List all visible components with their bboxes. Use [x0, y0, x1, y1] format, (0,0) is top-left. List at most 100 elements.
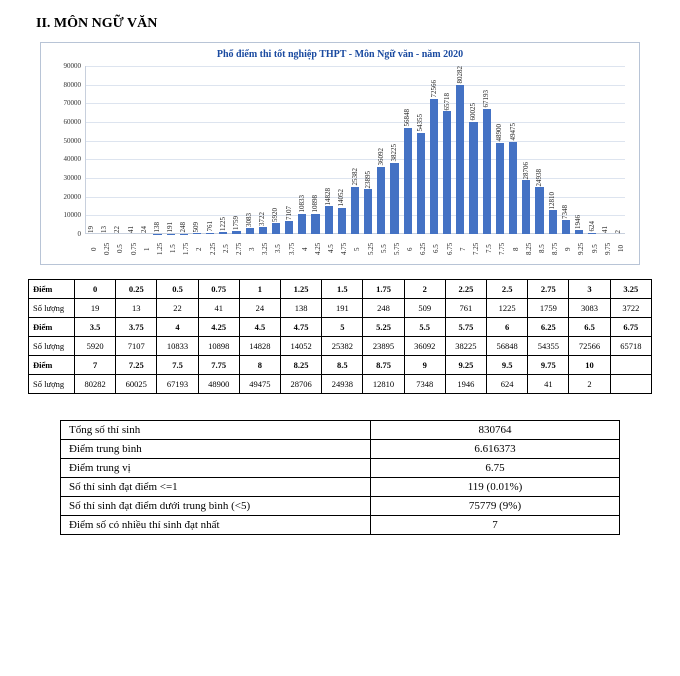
y-tick: 90000 — [47, 62, 81, 70]
x-tick: 0.25 — [98, 236, 111, 262]
score-cell: 5 — [322, 318, 363, 337]
count-cell: 19 — [75, 299, 116, 318]
x-tick: 0.75 — [125, 236, 138, 262]
x-tick: 3.25 — [256, 236, 269, 262]
chart-xticks: 00.250.50.7511.251.51.7522.252.52.7533.2… — [85, 236, 625, 262]
score-cell — [610, 356, 651, 375]
bar-value-label: 67193 — [483, 90, 490, 108]
bar — [206, 233, 214, 234]
x-tick: 5.75 — [388, 236, 401, 262]
x-tick: 1.5 — [164, 236, 177, 262]
summary-table: Tổng số thí sinh830764Điểm trung bình6.6… — [60, 420, 620, 535]
chart-bars: 1913224124138191248509761122517593083372… — [85, 66, 625, 234]
bar-value-label: 49475 — [510, 123, 517, 141]
count-cell: 1759 — [528, 299, 569, 318]
score-cell: 1.5 — [322, 280, 363, 299]
x-tick: 7.75 — [493, 236, 506, 262]
count-cell: 48900 — [198, 375, 239, 394]
bar — [246, 228, 254, 234]
bar-value-label: 41 — [128, 226, 135, 233]
bar-value-label: 2 — [615, 230, 622, 234]
x-tick: 1.25 — [151, 236, 164, 262]
row-label-score: Điểm — [29, 280, 75, 299]
score-cell: 2.25 — [445, 280, 486, 299]
x-tick: 3.5 — [269, 236, 282, 262]
score-cell: 7.25 — [116, 356, 157, 375]
bar — [193, 233, 201, 234]
bar — [311, 214, 319, 234]
bar-value-label: 65718 — [444, 93, 451, 111]
score-cell: 4.75 — [281, 318, 322, 337]
x-tick: 4.75 — [335, 236, 348, 262]
score-cell: 2.5 — [487, 280, 528, 299]
bar-value-label: 23895 — [365, 171, 372, 189]
score-cell: 9.25 — [445, 356, 486, 375]
bar-value-label: 191 — [167, 222, 174, 233]
bar-value-label: 41 — [602, 226, 609, 233]
x-tick: 2.75 — [230, 236, 243, 262]
score-distribution-table: Điểm00.250.50.7511.251.51.7522.252.52.75… — [28, 279, 652, 394]
bar — [575, 230, 583, 234]
x-tick: 0 — [85, 236, 98, 262]
bar — [443, 111, 451, 234]
score-cell: 4.5 — [239, 318, 280, 337]
summary-key: Số thí sinh đạt điểm dưới trung bình (<5… — [61, 497, 371, 516]
count-cell: 24 — [239, 299, 280, 318]
count-cell: 80282 — [75, 375, 116, 394]
summary-key: Tổng số thí sinh — [61, 421, 371, 440]
row-label-score: Điểm — [29, 356, 75, 375]
bar — [325, 206, 333, 234]
x-tick: 6.25 — [414, 236, 427, 262]
count-cell: 72566 — [569, 337, 610, 356]
x-tick: 9.5 — [586, 236, 599, 262]
bar-value-label: 14052 — [338, 189, 345, 207]
x-tick: 9.75 — [599, 236, 612, 262]
bar-value-label: 248 — [180, 222, 187, 233]
count-cell: 56848 — [487, 337, 528, 356]
bar-value-label: 7348 — [562, 205, 569, 219]
summary-key: Điểm trung bình — [61, 440, 371, 459]
count-cell: 5920 — [75, 337, 116, 356]
bar-value-label: 56848 — [404, 109, 411, 127]
x-tick: 7.25 — [467, 236, 480, 262]
x-tick: 3.75 — [283, 236, 296, 262]
count-cell: 191 — [322, 299, 363, 318]
summary-value: 119 (0.01%) — [371, 478, 620, 497]
bar — [219, 232, 227, 234]
bar-value-label: 19 — [88, 226, 95, 233]
bar-value-label: 54355 — [417, 114, 424, 132]
bar — [535, 187, 543, 234]
score-cell: 3.75 — [116, 318, 157, 337]
y-tick: 30000 — [47, 174, 81, 182]
count-cell: 10833 — [157, 337, 198, 356]
bar — [483, 109, 491, 234]
chart-container: Phổ điểm thi tốt nghiệp THPT - Môn Ngữ v… — [40, 42, 640, 265]
bar — [496, 143, 504, 234]
score-cell: 6 — [487, 318, 528, 337]
bar-value-label: 1225 — [220, 217, 227, 231]
count-cell: 22 — [157, 299, 198, 318]
count-cell: 60025 — [116, 375, 157, 394]
score-cell: 3.25 — [610, 280, 651, 299]
x-tick: 7 — [454, 236, 467, 262]
bar — [351, 187, 359, 234]
bar-value-label: 3722 — [259, 212, 266, 226]
summary-key: Điểm số có nhiều thí sinh đạt nhất — [61, 516, 371, 535]
bar-value-label: 22 — [114, 226, 121, 233]
x-tick: 1 — [138, 236, 151, 262]
bar-value-label: 25382 — [352, 168, 359, 186]
score-cell: 2.75 — [528, 280, 569, 299]
x-tick: 5 — [348, 236, 361, 262]
count-cell: 2 — [569, 375, 610, 394]
y-tick: 20000 — [47, 193, 81, 201]
score-cell: 9.75 — [528, 356, 569, 375]
x-tick: 8.75 — [546, 236, 559, 262]
score-cell: 1 — [239, 280, 280, 299]
summary-value: 6.75 — [371, 459, 620, 478]
score-cell: 1.25 — [281, 280, 322, 299]
bar-value-label: 48900 — [496, 124, 503, 142]
x-tick: 6 — [401, 236, 414, 262]
score-cell: 0 — [75, 280, 116, 299]
score-cell: 4 — [157, 318, 198, 337]
y-tick: 50000 — [47, 137, 81, 145]
